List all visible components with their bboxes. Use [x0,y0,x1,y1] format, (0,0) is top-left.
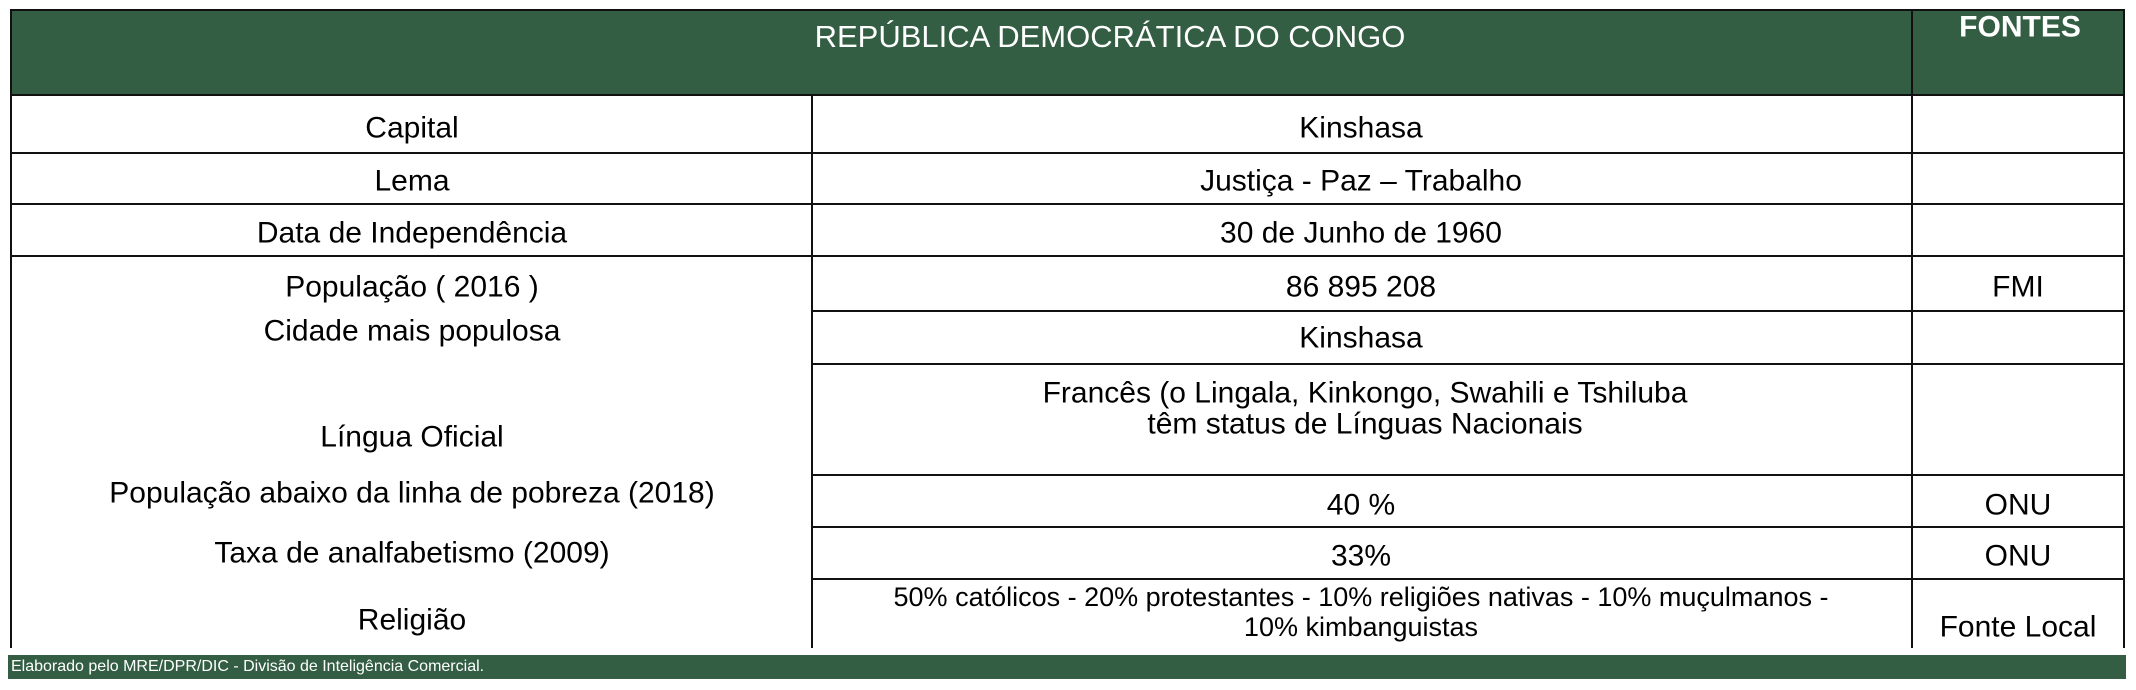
divider [1911,9,1913,96]
divider [811,96,813,648]
row-value: 86 895 208 [1285,270,1437,304]
row-label: Lema [374,164,450,198]
row-label: Capital [365,111,459,145]
divider [10,96,12,648]
row-source: Fonte Local [1939,610,2097,644]
row-value-line2: 10% kimbanguistas [1243,612,1479,643]
divider [811,578,2125,580]
divider [10,152,2125,154]
divider [811,363,2125,365]
row-label: Data de Independência [256,216,568,250]
row-label: Língua Oficial [320,420,504,454]
row-value: Justiça - Paz – Trabalho [1200,164,1522,198]
row-label: Cidade mais populosa [263,314,561,348]
row-label: Religião [357,603,467,637]
footer-bar: Elaborado pelo MRE/DPR/DIC - Divisão de … [8,655,2126,679]
divider [811,526,2125,528]
sources-header: FONTES [1959,10,2081,44]
row-source: ONU [1984,488,2052,522]
footer-note: Elaborado pelo MRE/DPR/DIC - Divisão de … [11,658,485,675]
row-label: População abaixo da linha de pobreza (20… [109,476,715,510]
row-value: 50% católicos - 20% protestantes - 10% r… [893,582,1829,613]
row-value-line2: têm status de Línguas Nacionais [1147,407,1583,441]
row-value: Kinshasa [1299,111,1423,145]
row-value: Francês (o Lingala, Kinkongo, Swahili e … [1042,376,1688,410]
row-label: Taxa de analfabetismo (2009) [214,536,610,570]
row-source: FMI [1992,270,2044,304]
divider [1911,96,1913,648]
divider [811,310,2125,312]
divider [10,255,2125,257]
row-value: 30 de Junho de 1960 [1220,216,1502,250]
country-title: REPÚBLICA DEMOCRÁTICA DO CONGO [814,18,1406,54]
divider [2123,96,2125,648]
table-header [10,9,2125,96]
row-source: ONU [1984,539,2052,573]
row-value: 40 % [1326,488,1396,522]
row-value: Kinshasa [1299,321,1423,355]
divider [811,474,2125,476]
row-value: 33% [1330,539,1392,573]
row-label: População ( 2016 ) [285,270,539,304]
divider [10,203,2125,205]
